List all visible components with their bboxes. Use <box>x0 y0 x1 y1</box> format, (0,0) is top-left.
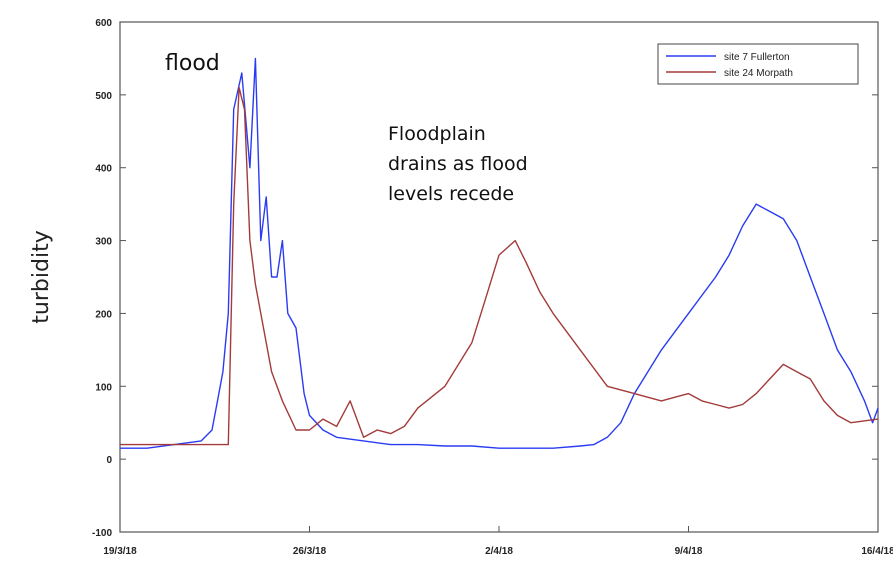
x-tick-label: 2/4/18 <box>485 546 513 557</box>
series-lines <box>120 57 879 449</box>
y-tick-label: 500 <box>95 91 112 102</box>
annotation-flood: flood <box>165 51 220 76</box>
y-tick-label: 600 <box>95 18 112 29</box>
series-line-morpath <box>120 86 879 446</box>
legend-box <box>657 43 859 85</box>
y-tick-label: 400 <box>95 164 112 175</box>
y-tick-label: 300 <box>95 237 112 248</box>
legend: site 7 Fullerton site 24 Morpath <box>657 43 859 85</box>
y-tick-label: 100 <box>95 382 112 393</box>
series-line-fullerton <box>120 57 879 449</box>
legend-label: site 7 Fullerton <box>724 52 790 63</box>
y-tick-label: 0 <box>106 455 112 466</box>
y-tick-label: -100 <box>92 528 112 539</box>
y-tick-label: 200 <box>95 309 112 320</box>
y-axis: -100 0 100 200 300 400 500 600 <box>92 18 878 539</box>
annotation-floodplain-drains: Floodplain drains as flood levels recede <box>388 123 528 205</box>
x-tick-label: 9/4/18 <box>675 546 703 557</box>
y-axis-label: turbidity <box>29 230 54 323</box>
x-tick-label: 16/4/18 <box>861 546 893 557</box>
x-axis: 19/3/18 26/3/18 2/4/18 9/4/18 16/4/18 <box>103 526 893 557</box>
x-tick-label: 26/3/18 <box>293 546 327 557</box>
legend-label: site 24 Morpath <box>724 68 793 79</box>
x-tick-label: 19/3/18 <box>103 546 137 557</box>
plot-area <box>119 21 879 533</box>
